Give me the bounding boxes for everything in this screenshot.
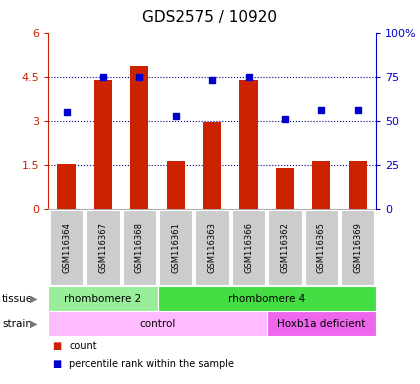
Bar [158, 286, 376, 311]
Text: GSM116363: GSM116363 [207, 222, 217, 273]
Bar [267, 311, 376, 336]
Text: GDS2575 / 10920: GDS2575 / 10920 [142, 10, 278, 25]
Bar [48, 286, 158, 311]
Bar [304, 210, 338, 285]
Text: GSM116364: GSM116364 [62, 222, 71, 273]
Bar [312, 161, 331, 209]
Bar [50, 210, 83, 285]
Text: GSM116366: GSM116366 [244, 222, 253, 273]
Text: rhombomere 2: rhombomere 2 [64, 293, 142, 304]
Bar [349, 161, 367, 209]
Text: control: control [139, 318, 176, 329]
Text: tissue: tissue [2, 293, 33, 304]
Text: rhombomere 4: rhombomere 4 [228, 293, 305, 304]
Text: GSM116367: GSM116367 [98, 222, 108, 273]
Bar [195, 210, 229, 285]
Bar [239, 80, 257, 209]
Bar [86, 210, 120, 285]
Text: GSM116365: GSM116365 [317, 222, 326, 273]
Bar [203, 122, 221, 209]
Bar [276, 168, 294, 209]
Text: GSM116369: GSM116369 [353, 222, 362, 273]
Text: ▶: ▶ [30, 318, 38, 329]
Text: ■: ■ [52, 359, 62, 369]
Text: GSM116361: GSM116361 [171, 222, 180, 273]
Bar [58, 164, 76, 209]
Bar [123, 210, 156, 285]
Bar [130, 66, 148, 209]
Text: GSM116368: GSM116368 [135, 222, 144, 273]
Text: Hoxb1a deficient: Hoxb1a deficient [277, 318, 365, 329]
Text: ▶: ▶ [30, 293, 38, 304]
Bar [94, 80, 112, 209]
Bar [232, 210, 265, 285]
Bar [341, 210, 375, 285]
Text: GSM116362: GSM116362 [281, 222, 289, 273]
Text: percentile rank within the sample: percentile rank within the sample [69, 359, 234, 369]
Text: strain: strain [2, 318, 32, 329]
Text: count: count [69, 341, 97, 351]
Bar [167, 161, 185, 209]
Bar [159, 210, 192, 285]
Text: ■: ■ [52, 341, 62, 351]
Bar [268, 210, 302, 285]
Bar [48, 311, 267, 336]
